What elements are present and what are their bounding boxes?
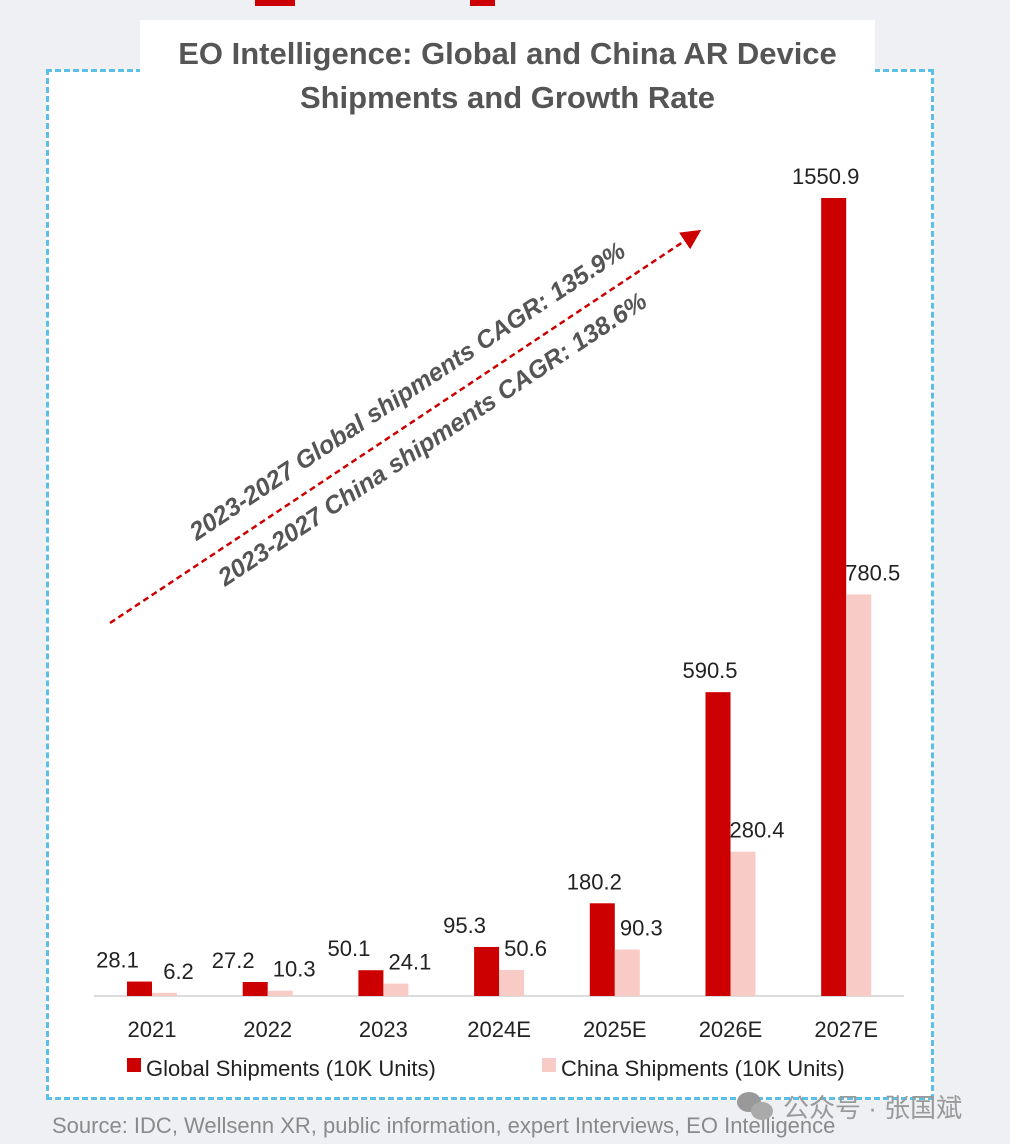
legend-swatch-global: [127, 1058, 141, 1072]
global-data-label: 1550.9: [792, 164, 859, 189]
global-bar: [705, 692, 731, 996]
global-bar: [821, 198, 847, 996]
x-tick-label: 2023: [359, 1017, 408, 1042]
china-data-label: 780.5: [845, 560, 900, 585]
x-tick-label: 2027E: [814, 1017, 878, 1042]
china-data-label: 50.6: [504, 936, 547, 961]
china-data-label: 10.3: [273, 957, 316, 982]
global-bar: [589, 903, 615, 996]
global-data-label: 27.2: [212, 948, 255, 973]
source-note: Source: IDC, Wellsenn XR, public informa…: [52, 1113, 836, 1138]
header-decoration: [255, 0, 295, 6]
legend-label-china: China Shipments (10K Units): [561, 1056, 845, 1081]
global-data-label: 180.2: [567, 869, 622, 894]
china-bar: [499, 969, 525, 996]
china-data-label: 90.3: [620, 916, 663, 941]
global-cagr-annotation: 2023-2027 Global shipments CAGR: 135.9%: [184, 237, 631, 547]
x-tick-label: 2025E: [583, 1017, 647, 1042]
china-cagr-annotation: 2023-2027 China shipments CAGR: 138.6%: [212, 287, 652, 592]
header-decoration: [470, 0, 495, 6]
global-data-label: 50.1: [327, 936, 370, 961]
china-data-label: 6.2: [163, 959, 194, 984]
global-bar: [242, 982, 268, 996]
chart-frame: [46, 69, 934, 1100]
china-bar: [383, 983, 409, 996]
wechat-icon: [737, 1091, 775, 1122]
x-tick-label: 2024E: [467, 1017, 531, 1042]
title-line-1: EO Intelligence: Global and China AR Dev…: [178, 36, 837, 71]
title-line-2: Shipments and Growth Rate: [299, 80, 716, 115]
china-data-label: 280.4: [729, 818, 784, 843]
global-bar: [358, 970, 384, 996]
x-tick-label: 2021: [128, 1017, 177, 1042]
global-data-label: 590.5: [682, 658, 737, 683]
china-bar: [152, 992, 177, 996]
watermark-text: 公众号 · 张国斌: [783, 1093, 963, 1123]
global-data-label: 28.1: [96, 948, 139, 973]
global-data-label: 95.3: [443, 913, 486, 938]
legend-swatch-china: [542, 1058, 556, 1072]
watermark: 公众号 · 张国斌: [737, 1088, 962, 1125]
chart-title: EO Intelligence: Global and China AR Dev…: [140, 20, 875, 130]
china-bar: [267, 990, 293, 996]
global-bar: [127, 981, 152, 996]
legend-label-global: Global Shipments (10K Units): [146, 1056, 436, 1081]
china-bar: [846, 594, 872, 996]
global-bar: [474, 946, 500, 996]
china-data-label: 24.1: [388, 950, 431, 975]
cagr-arrow: [109, 229, 702, 625]
x-tick-label: 2022: [243, 1017, 292, 1042]
china-bar: [730, 851, 756, 996]
x-tick-label: 2026E: [699, 1017, 763, 1042]
china-bar: [614, 949, 640, 996]
